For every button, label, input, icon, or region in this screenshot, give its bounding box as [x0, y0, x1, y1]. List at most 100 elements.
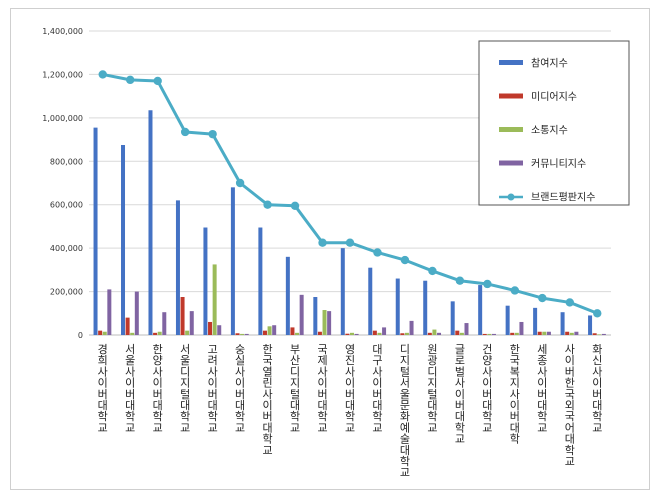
bar-4-1 [107, 289, 112, 335]
line-point-10 [345, 238, 355, 247]
bar-2-17 [537, 331, 542, 335]
bar-4-12 [409, 320, 414, 335]
line-point-14 [455, 276, 465, 285]
x-axis-labels: 경 희 사 이 버 대 학 교 서 울 사 이 버 대 학 교 한 양 사 이 버 대 학 교 서 울 디 지 털 대 학 교 고 려 사 이 버 대 학 교… [98, 343, 603, 479]
bar-2-15 [482, 333, 487, 335]
bar-3-18 [569, 332, 574, 335]
bar-1-17 [533, 307, 538, 335]
line-point-1 [98, 70, 107, 79]
bar-4-8 [299, 294, 304, 335]
bar-3-1 [102, 331, 107, 335]
bar-3-3 [157, 331, 162, 335]
y-tick-label: 800,000 [50, 157, 83, 166]
y-tick-label: 1,400,000 [42, 27, 83, 36]
bar-3-2 [130, 332, 135, 335]
legend-swatch [499, 93, 523, 99]
bar-4-5 [217, 325, 222, 335]
bar-1-19 [588, 315, 593, 335]
bar-2-9 [317, 331, 322, 335]
bar-4-7 [272, 325, 277, 335]
line-point-9 [318, 238, 327, 247]
legend-label: 미디어지수 [531, 91, 577, 103]
bar-2-1 [98, 330, 103, 335]
bar-1-7 [258, 227, 263, 335]
y-tick-label: 1,200,000 [42, 70, 83, 79]
bar-4-18 [574, 331, 579, 335]
bar-series [93, 110, 606, 335]
line-point-18 [565, 298, 574, 307]
bar-2-4 [180, 297, 185, 335]
line-point-8 [290, 201, 300, 210]
bar-2-11 [372, 330, 377, 335]
bar-3-17 [542, 331, 547, 335]
bar-3-19 [597, 334, 602, 335]
bar-2-19 [592, 333, 597, 335]
bar-4-9 [327, 311, 332, 335]
bar-2-10 [345, 333, 350, 335]
bar-2-16 [510, 332, 515, 335]
bar-4-10 [354, 333, 359, 335]
line-point-2 [126, 75, 135, 85]
chart-frame: 0 200,000 400,000 600,000 800,000 1,000,000 1,… [10, 8, 650, 490]
line-point-15 [483, 279, 492, 289]
line-point-7 [263, 200, 272, 209]
line-point-11 [373, 248, 382, 257]
bar-3-10 [350, 332, 354, 335]
bar-2-8 [290, 327, 295, 335]
bar-4-17 [546, 331, 551, 335]
bar-1-9 [313, 297, 318, 335]
legend-label: 참여지수 [531, 58, 568, 70]
bar-2-13 [427, 332, 432, 335]
legend-swatch [499, 60, 523, 65]
bar-1-5 [203, 227, 208, 335]
bar-3-11 [377, 332, 382, 335]
legend-swatch [499, 127, 523, 132]
line-series [98, 70, 602, 318]
bar-3-14 [459, 332, 464, 335]
bar-2-2 [125, 317, 130, 335]
legend-marker [507, 193, 515, 201]
legend-swatch [499, 160, 523, 166]
bar-1-18 [560, 312, 565, 335]
bar-2-7 [262, 330, 267, 335]
line-point-17 [538, 293, 547, 303]
bar-4-2 [134, 291, 139, 335]
legend-label: 브랜드평판지수 [531, 192, 595, 204]
bar-1-1 [93, 127, 98, 335]
y-tick-label: 400,000 [50, 244, 83, 253]
bar-1-16 [505, 305, 510, 335]
bar-3-15 [487, 333, 492, 335]
bar-1-10 [340, 248, 345, 335]
bar-1-2 [121, 145, 126, 335]
bar-4-13 [437, 332, 442, 335]
bar-2-6 [235, 333, 240, 335]
bar-3-4 [185, 330, 190, 335]
y-tick-label: 1,000,000 [42, 114, 83, 123]
bar-3-8 [295, 332, 300, 335]
legend-label: 소통지수 [531, 125, 568, 137]
bar-2-18 [565, 331, 570, 335]
bar-3-16 [514, 332, 519, 335]
bar-3-13 [432, 329, 437, 335]
bar-1-8 [285, 256, 290, 335]
bar-1-15 [478, 285, 483, 335]
bar-4-16 [519, 321, 524, 335]
bar-1-6 [230, 187, 235, 335]
bar-4-3 [162, 312, 167, 335]
y-tick-label: 200,000 [50, 288, 83, 297]
